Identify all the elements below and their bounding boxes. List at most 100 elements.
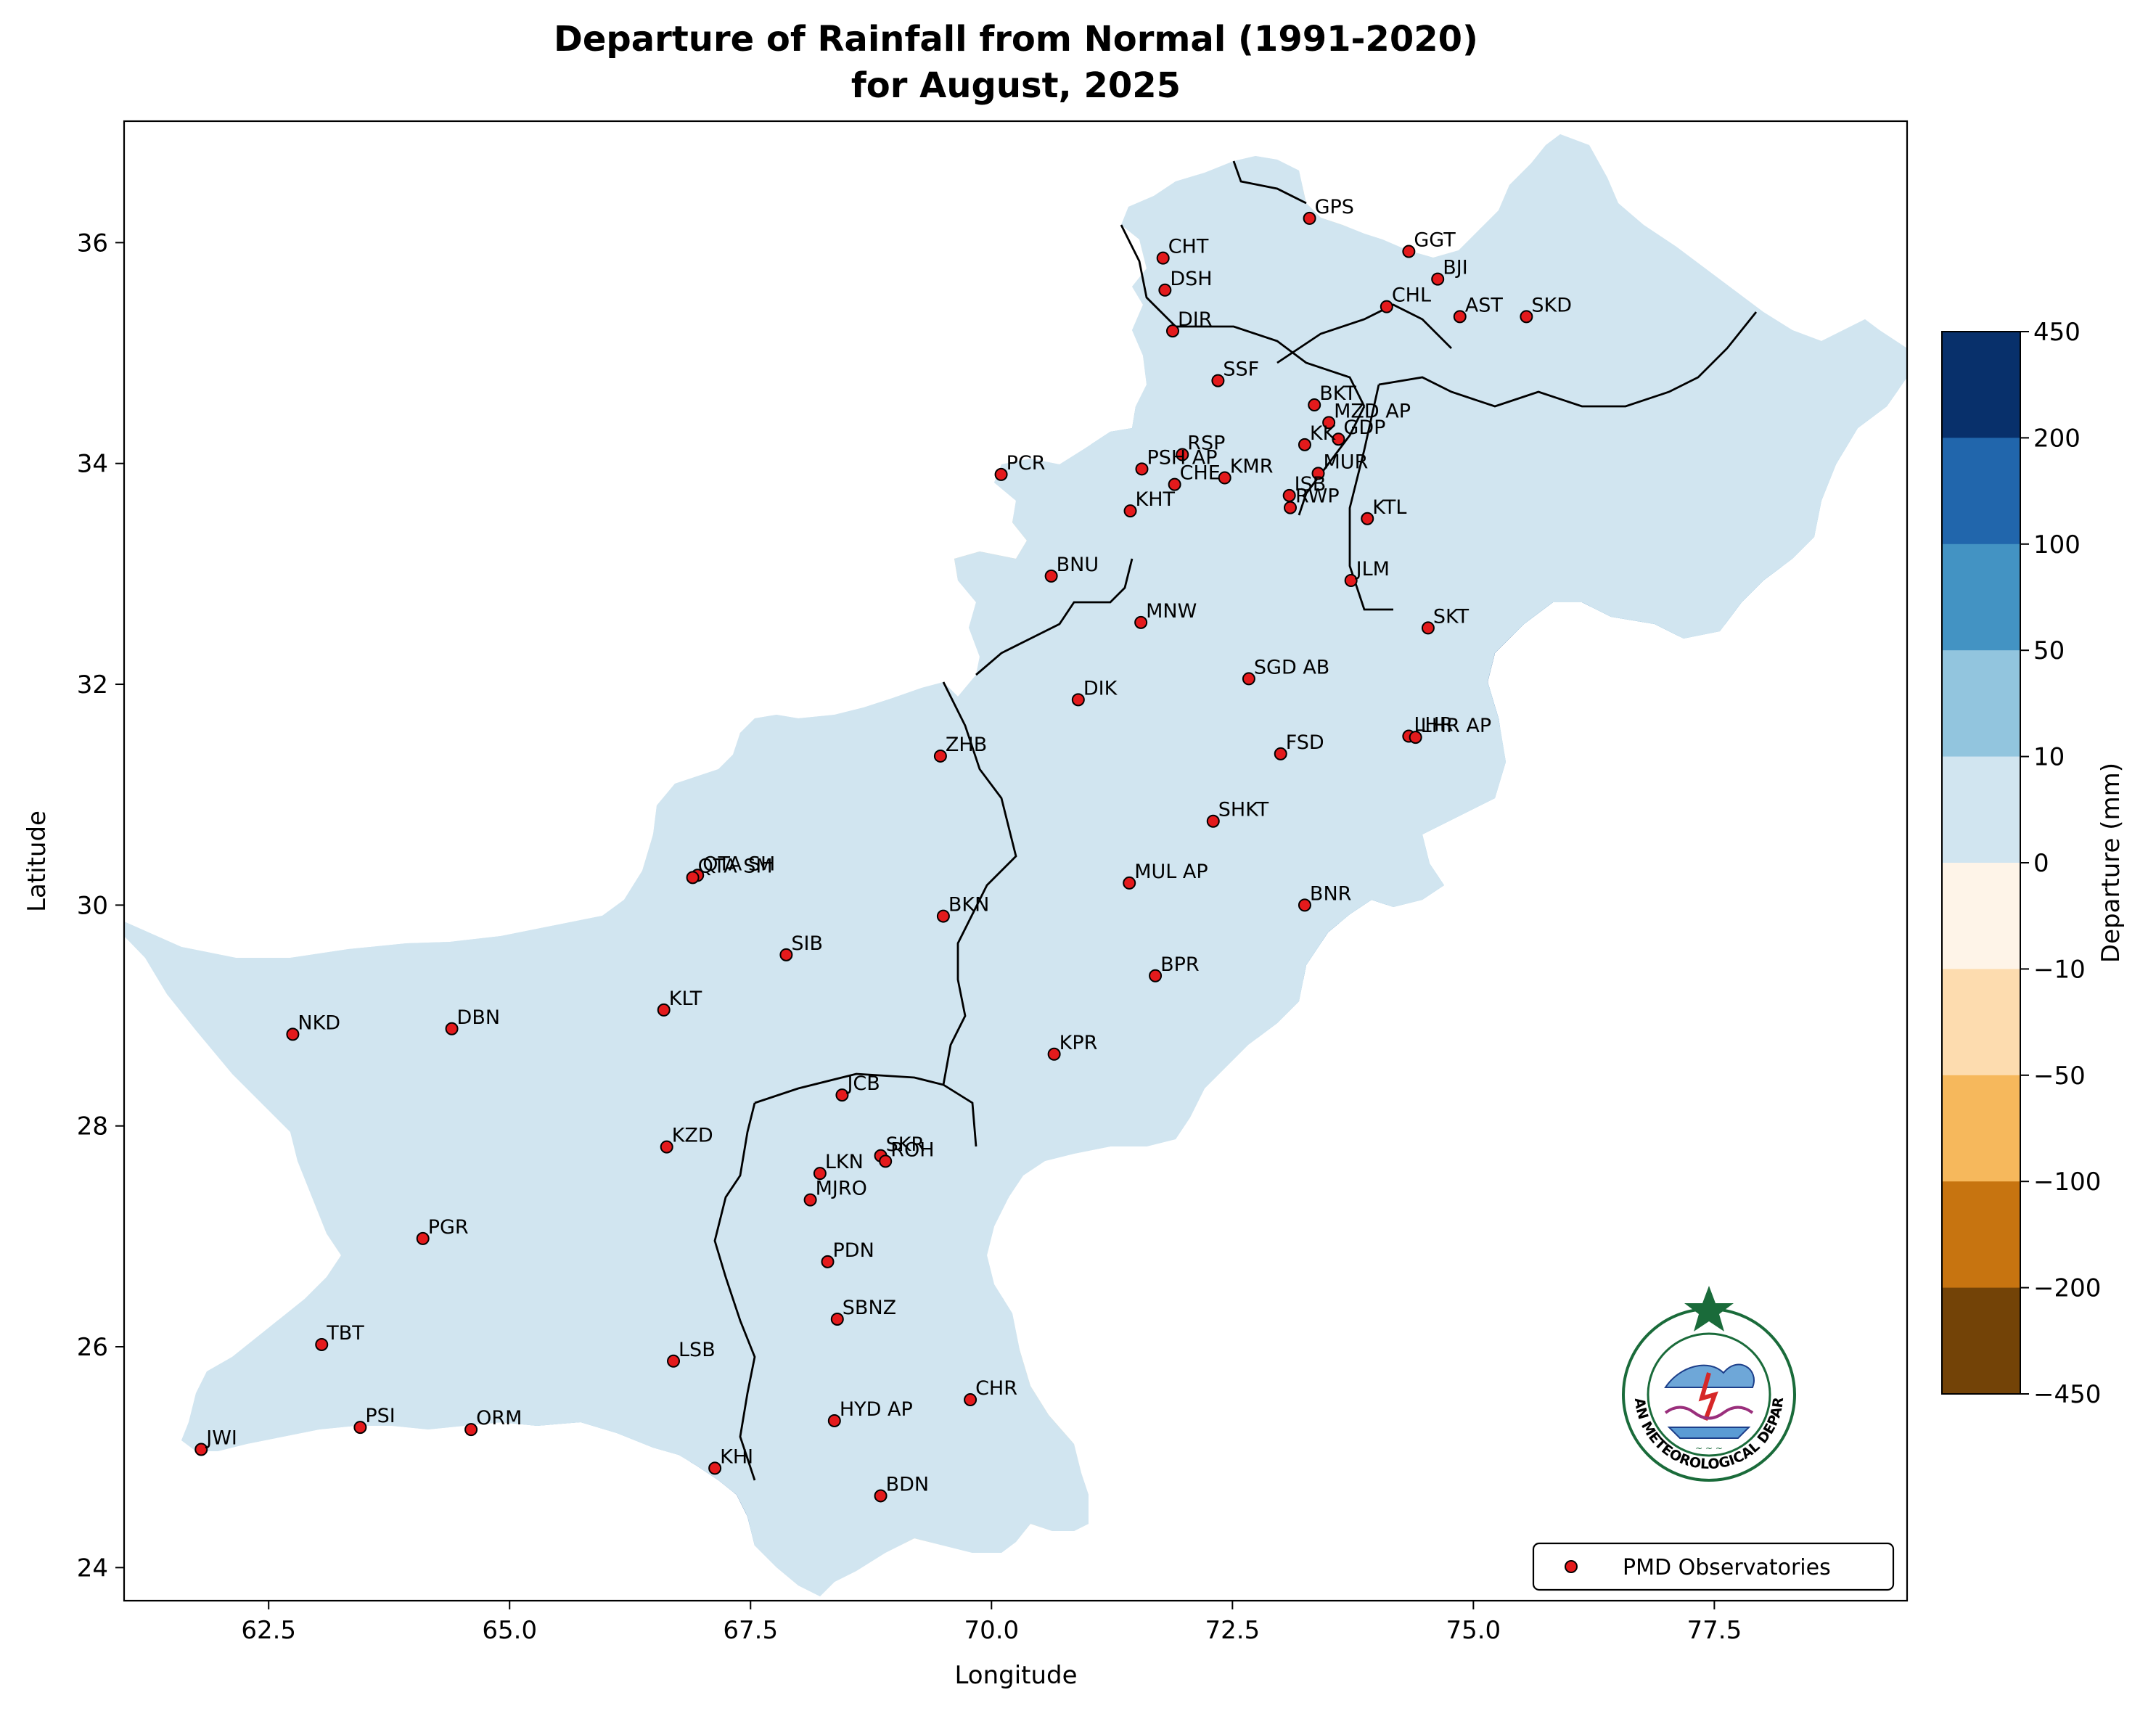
station-label: FSD <box>1286 731 1324 754</box>
colorbar-segment <box>1942 1075 2020 1182</box>
station-marker <box>1402 245 1416 258</box>
station-label: RSP <box>1187 432 1225 455</box>
station-label: PGR <box>428 1216 469 1239</box>
star-icon <box>1684 1286 1734 1332</box>
colorbar-label: Departure (mm) <box>2096 763 2126 963</box>
colorbar-tick-label: 200 <box>2033 424 2081 453</box>
station-label: SKT <box>1433 605 1470 628</box>
station-label: MNW <box>1146 600 1197 623</box>
station-marker <box>1242 672 1255 686</box>
station-marker <box>821 1255 835 1268</box>
station-marker <box>464 1423 478 1437</box>
pmd-logo: ~ ~ ~ PAKISTAN METEOROLOGICAL DEPARTMENT <box>1622 1286 1796 1482</box>
colorbar-tick-label: 450 <box>2033 318 2081 347</box>
x-tick-label: 75.0 <box>1446 1616 1501 1645</box>
station-marker <box>667 1354 681 1368</box>
station-label: CHR <box>975 1377 1017 1400</box>
station-marker <box>827 1413 841 1427</box>
station-label: BNU <box>1057 554 1099 576</box>
station-label: QTA SM <box>698 855 773 877</box>
station-label: KHI <box>720 1445 753 1468</box>
station-label: AST <box>1465 294 1504 316</box>
station-marker <box>1123 876 1136 890</box>
x-tick-label: 65.0 <box>482 1616 537 1645</box>
station-marker <box>1135 462 1149 476</box>
station-label: MUR <box>1324 451 1369 473</box>
station-label: GPS <box>1315 196 1354 218</box>
station-marker <box>1282 488 1296 502</box>
station-label: DIK <box>1083 677 1118 699</box>
station-label: RWP <box>1295 485 1340 508</box>
legend: PMD Observatories <box>1532 1542 1895 1591</box>
station-marker <box>660 1140 673 1154</box>
y-tick-label: 26 <box>77 1333 108 1362</box>
x-tick-label: 62.5 <box>241 1616 296 1645</box>
y-axis-label: Latitude <box>22 811 52 912</box>
station-label: SIB <box>791 932 823 955</box>
colorbar-segment <box>1942 332 2020 438</box>
station-marker <box>1303 211 1316 225</box>
station-marker <box>835 1088 849 1102</box>
colorbar-segments <box>1942 332 2020 1395</box>
station-marker <box>416 1231 430 1245</box>
station-marker <box>708 1461 722 1475</box>
station-label: PSI <box>365 1405 395 1427</box>
colorbar-tick-label: −200 <box>2033 1274 2101 1303</box>
station-label: KK <box>1310 422 1337 445</box>
station-label: GDP <box>1343 417 1385 439</box>
station-marker <box>779 948 793 961</box>
station-label: KLT <box>669 988 702 1010</box>
station-marker <box>1071 693 1085 707</box>
station-marker <box>1308 398 1321 412</box>
colorbar-tick-label: 10 <box>2033 743 2065 772</box>
colorbar-tick-label: 50 <box>2033 636 2065 665</box>
x-tick-label: 77.5 <box>1687 1616 1742 1645</box>
station-marker <box>286 1027 300 1041</box>
station-label: SGD AB <box>1254 656 1329 678</box>
station-label: ROH <box>890 1138 934 1161</box>
station-label: KHT <box>1136 488 1176 511</box>
station-marker <box>445 1022 459 1035</box>
station-marker <box>657 1003 671 1017</box>
colorbar-tick-label: −100 <box>2033 1168 2101 1197</box>
station-marker <box>964 1393 977 1407</box>
legend-label: PMD Observatories <box>1623 1555 1831 1580</box>
colorbar-segment <box>1942 438 2020 545</box>
x-tick-label: 70.0 <box>964 1616 1019 1645</box>
x-tick-label: 67.5 <box>723 1616 778 1645</box>
station-label: CHL <box>1392 284 1431 307</box>
station-label: DSH <box>1170 268 1212 290</box>
station-label: LKN <box>825 1151 864 1173</box>
station-marker <box>1409 731 1422 744</box>
station-label: SBNZ <box>843 1297 896 1319</box>
station-marker <box>1453 310 1467 324</box>
station-label: ISB <box>1295 473 1327 496</box>
station-marker <box>1123 504 1137 518</box>
station-marker <box>1421 621 1435 635</box>
station-marker <box>830 1312 844 1326</box>
y-tick-label: 30 <box>77 891 108 920</box>
station-marker <box>1134 615 1148 629</box>
y-tick-label: 24 <box>77 1554 108 1583</box>
map-title-line2: for August, 2025 <box>851 65 1181 106</box>
station-marker <box>1165 324 1179 338</box>
x-tick-label: 72.5 <box>1205 1616 1260 1645</box>
station-label: SKR <box>886 1133 925 1156</box>
station-marker <box>1047 1047 1061 1061</box>
station-label: CHE <box>1180 462 1221 485</box>
station-label: JWI <box>205 1427 237 1450</box>
colorbar-tick-label: 100 <box>2033 530 2081 559</box>
station-marker <box>1322 416 1336 430</box>
y-axis-ticks: 24 26 28 30 32 34 36 <box>77 229 124 1583</box>
colorbar-segment <box>1942 756 2020 863</box>
station-label: JCB <box>845 1072 880 1095</box>
colorbar-segment <box>1942 650 2020 758</box>
station-label: ORM <box>476 1407 522 1429</box>
station-label: MUL AP <box>1134 861 1208 883</box>
station-marker <box>933 749 947 763</box>
station-marker <box>874 1489 888 1503</box>
station-marker <box>1176 448 1189 461</box>
station-label: KPR <box>1059 1032 1098 1054</box>
